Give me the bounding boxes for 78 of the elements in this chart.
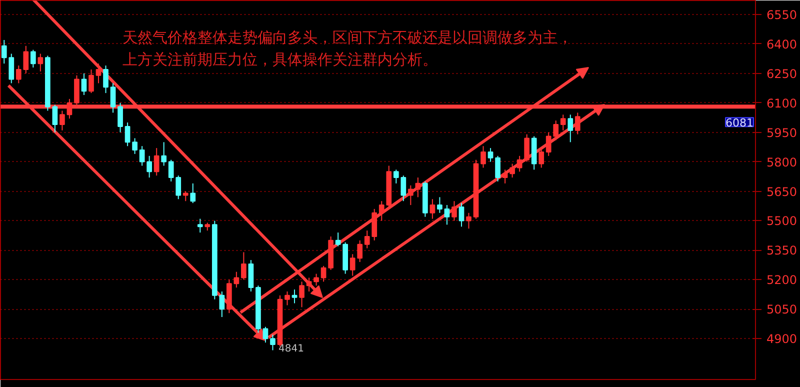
candlestick xyxy=(190,182,196,204)
candlestick xyxy=(16,65,22,84)
candlestick xyxy=(538,148,544,168)
candlestick xyxy=(1,39,7,64)
candlestick xyxy=(88,68,94,94)
candlestick xyxy=(510,163,515,178)
candlestick xyxy=(480,146,486,168)
candlestick xyxy=(60,110,65,131)
candlestick xyxy=(81,72,87,96)
y-tick-label: 5950 xyxy=(766,126,798,140)
candlestick xyxy=(495,155,500,182)
candlestick xyxy=(118,102,123,133)
candlestick xyxy=(378,200,384,222)
candlestick xyxy=(161,142,167,166)
candlestick xyxy=(299,281,304,308)
y-tick-label: 5650 xyxy=(766,184,798,199)
candlestick xyxy=(488,148,494,162)
candlestick xyxy=(197,218,203,234)
y-tick-label: 6400 xyxy=(766,37,798,52)
candlestick xyxy=(182,190,188,202)
candlestick xyxy=(574,112,580,135)
candlestick xyxy=(139,146,145,166)
candlestick xyxy=(560,114,566,131)
candlestick xyxy=(124,122,130,147)
y-tick-label: 4900 xyxy=(766,332,798,346)
candlestick xyxy=(96,63,102,84)
candlestick xyxy=(38,53,44,72)
candlestick xyxy=(437,196,442,214)
candlestick xyxy=(219,290,225,318)
candlestick xyxy=(176,175,182,200)
candlestick xyxy=(568,114,574,143)
annotation: 天然气价格整体走势偏向多头，区间下方不破还是以回调做多为主， xyxy=(122,28,572,46)
candlestick xyxy=(132,138,138,154)
candlestick xyxy=(524,134,530,162)
y-tick-label: 5350 xyxy=(766,244,798,258)
candlestick xyxy=(320,265,326,282)
candlestick xyxy=(444,204,450,226)
candlestick xyxy=(154,148,160,176)
candlestick xyxy=(248,260,254,292)
candlestick xyxy=(452,200,457,222)
candlestick xyxy=(103,65,108,94)
candlestick xyxy=(350,254,356,276)
candlestick xyxy=(262,326,268,344)
candlestick xyxy=(393,169,399,184)
candlestick xyxy=(30,49,36,68)
candlestick xyxy=(23,45,29,74)
candlestick xyxy=(466,212,472,230)
y-tick-label: 5800 xyxy=(766,155,798,170)
candlestick xyxy=(357,240,363,263)
y-tick-label: 6250 xyxy=(766,66,798,81)
candlestick xyxy=(146,155,152,178)
candlestick xyxy=(306,277,312,292)
y-tick-label: 5500 xyxy=(766,214,798,228)
candlestick xyxy=(284,290,290,306)
annotation: 4841 xyxy=(278,344,304,354)
y-tick-label: 5200 xyxy=(766,273,798,288)
candlestick xyxy=(110,82,116,114)
y-tick-label: 6100 xyxy=(766,96,798,110)
candlestick xyxy=(364,230,370,249)
annotation: 上方关注前期压力位，具体操作关注群内分析。 xyxy=(122,50,438,68)
ref-line-label: 6081 xyxy=(726,116,754,130)
candlestick xyxy=(372,208,378,241)
candlestick xyxy=(430,198,436,220)
y-tick-label: 6550 xyxy=(766,8,798,22)
candlestick xyxy=(516,155,522,172)
candlestick xyxy=(458,202,464,228)
candlestick xyxy=(241,252,246,280)
y-tick-label: 5050 xyxy=(766,302,798,317)
candlestick xyxy=(270,334,276,351)
candlestick xyxy=(234,271,240,288)
candlestick xyxy=(415,177,421,198)
candlestick xyxy=(292,289,298,304)
candlestick xyxy=(168,159,174,182)
candlestick xyxy=(52,104,58,133)
candlestick xyxy=(400,175,406,202)
candlestick xyxy=(408,184,414,206)
candlestick xyxy=(502,169,508,184)
candlestick xyxy=(8,53,14,84)
